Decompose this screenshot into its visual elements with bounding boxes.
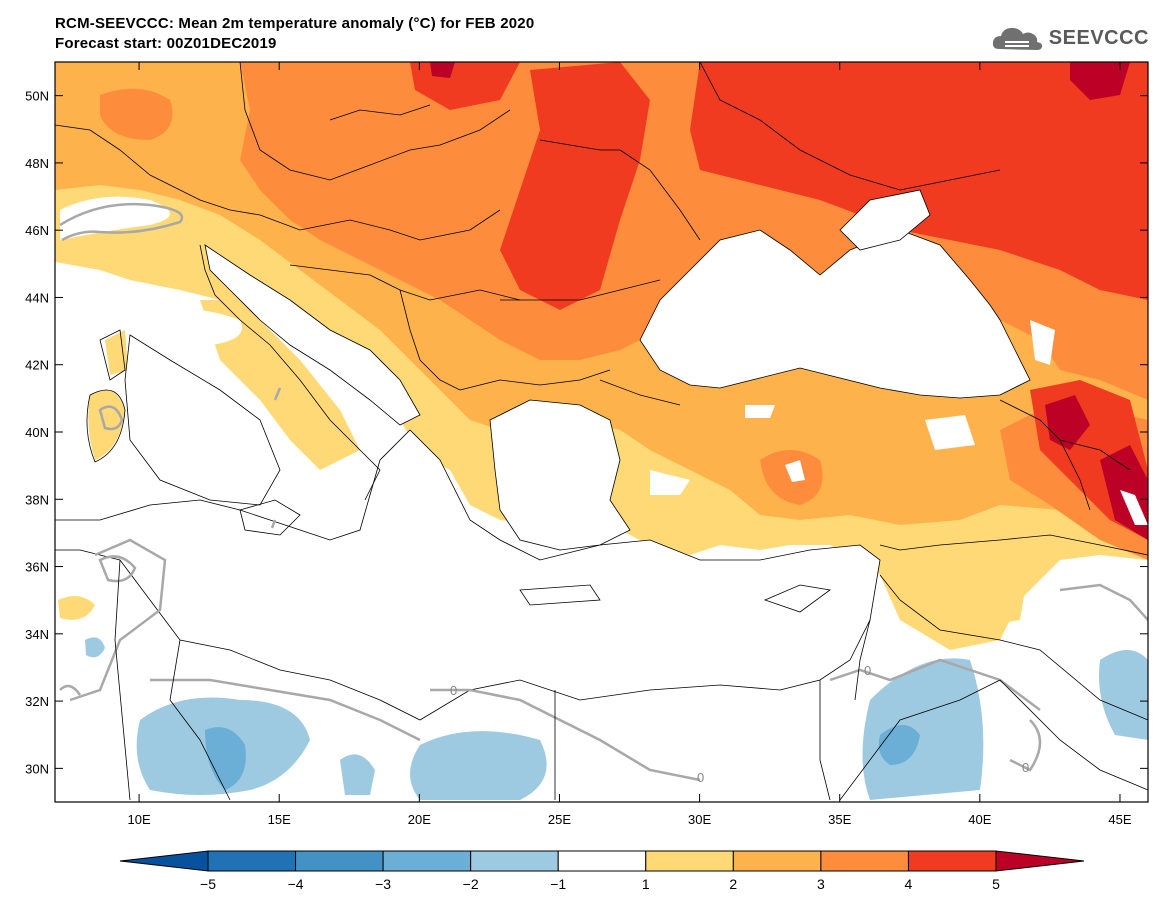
anomaly-region-gt5-north2	[430, 62, 455, 78]
colorbar-box	[382, 850, 472, 872]
lon-tick-label: 20E	[408, 812, 431, 827]
colorbar-label: 2	[729, 876, 737, 892]
colorbar-label: −5	[200, 876, 216, 892]
anomaly-region-neg-1-2-east	[1099, 650, 1148, 740]
anomaly-region-1-2-levant	[860, 540, 1030, 630]
lat-tick-label: 30N	[25, 761, 49, 776]
colorbar-label: 5	[992, 876, 1000, 892]
lon-tick-label: 30E	[688, 812, 711, 827]
colorbar-left-triangle	[119, 850, 209, 872]
sea-of-azov	[839, 189, 931, 251]
anomaly-region-neg-1-2-sinai	[340, 754, 375, 795]
colorbar-label: −2	[463, 876, 479, 892]
lat-tick-label: 40N	[25, 425, 49, 440]
lat-tick-label: 50N	[25, 89, 49, 104]
colorbar-box	[557, 850, 647, 872]
longitude-axis: 10E 15E 20E 25E 30E 35E 40E 45E	[128, 62, 1132, 827]
anomaly-region-neg-2-3-libya	[205, 727, 246, 790]
title-line-1: RCM-SEEVCCC: Mean 2m temperature anomaly…	[55, 15, 535, 32]
black-sea	[639, 229, 1031, 399]
anomaly-region-4-5	[690, 62, 1148, 300]
map-fill-layer: 0 0 0 0	[55, 62, 1148, 802]
lon-tick-label: 15E	[268, 812, 291, 827]
anomaly-region-neutral-caspian	[1030, 320, 1055, 365]
colorbar-label: 1	[642, 876, 650, 892]
contour-label: 0	[864, 663, 871, 678]
anomaly-region-neg-1-2-egypt	[410, 731, 547, 800]
contour-label: 0	[697, 770, 704, 785]
lat-tick-label: 46N	[25, 223, 49, 238]
lon-tick-label: 10E	[128, 812, 151, 827]
anomaly-region-1-2-west	[58, 596, 95, 620]
lon-tick-label: 35E	[828, 812, 851, 827]
lat-tick-label: 32N	[25, 694, 49, 709]
colorbar-box	[645, 850, 734, 872]
tyrrhenian-sea	[124, 334, 281, 506]
map-title: RCM-SEEVCCC: Mean 2m temperature anomaly…	[55, 14, 534, 54]
colorbar-right-triangle	[995, 850, 1085, 872]
lat-tick-label: 42N	[25, 358, 49, 373]
anomaly-region-4-5-carpathian	[500, 62, 650, 310]
zero-contours	[59, 202, 1148, 782]
anomaly-region-1-2-sardinia	[88, 390, 125, 460]
colorbar-box	[207, 850, 297, 872]
colorbar-box	[295, 850, 384, 872]
title-line-2: Forecast start: 00Z01DEC2019	[55, 35, 277, 52]
colorbar: −5 −4 −3 −2 −1 1 2 3 4 5	[119, 850, 1085, 892]
anomaly-region-gt5-north	[1070, 62, 1130, 100]
colorbar-label: 3	[817, 876, 825, 892]
colorbar-box	[820, 850, 909, 872]
seevccc-logo: SEEVCCC	[991, 22, 1149, 54]
anomaly-region-neutral-east	[1120, 490, 1148, 525]
colorbar-label: −3	[375, 876, 391, 892]
anomaly-region-neutral-aegean	[650, 470, 690, 495]
latitude-axis: 30N 32N 34N 36N 38N 40N 42N 44N 46N 48N 50N	[25, 89, 1148, 776]
anomaly-region-neutral-alps	[60, 196, 170, 240]
lon-tick-label: 25E	[548, 812, 571, 827]
colorbar-label: 4	[905, 876, 913, 892]
contour-labels: 0 0 0 0	[450, 663, 1029, 785]
colorbar-box	[732, 850, 822, 872]
coastline	[86, 244, 832, 613]
lat-tick-label: 36N	[25, 560, 49, 575]
colorbar-labels: −5 −4 −3 −2 −1 1 2 3 4 5	[200, 876, 1000, 892]
lat-tick-label: 48N	[25, 156, 49, 171]
anomaly-region-neutral-anatolia-1	[925, 415, 975, 450]
lat-tick-label: 44N	[25, 290, 49, 305]
adriatic-sea	[204, 244, 421, 426]
colorbar-label: −1	[550, 876, 566, 892]
lon-tick-label: 45E	[1108, 812, 1131, 827]
contour-label: 0	[1022, 760, 1029, 775]
anomaly-region-neutral-anatolia-2	[745, 405, 775, 418]
lat-tick-label: 34N	[25, 627, 49, 642]
anomaly-region-1-2-south-coast	[200, 300, 360, 470]
anomaly-region-neutral-italy	[160, 308, 242, 345]
mediterranean-sea	[55, 429, 881, 721]
colorbar-box	[907, 850, 997, 872]
cloud-icon	[992, 28, 1042, 50]
aegean-sea	[489, 399, 631, 551]
anomaly-region-1-2-corsica	[105, 330, 128, 375]
anomaly-region-neutral-anatolia-3	[785, 460, 805, 482]
country-borders	[55, 62, 1148, 801]
anomaly-region-neg-1-2-west	[85, 637, 105, 658]
lon-tick-label: 40E	[968, 812, 991, 827]
anomaly-region-3-4-west	[100, 88, 173, 140]
logo-text: SEEVCCC	[1048, 26, 1149, 49]
contour-label: 0	[450, 683, 457, 698]
lat-tick-label: 38N	[25, 492, 49, 507]
colorbar-box	[470, 850, 559, 872]
colorbar-boxes	[207, 850, 997, 872]
colorbar-label: −4	[288, 876, 304, 892]
